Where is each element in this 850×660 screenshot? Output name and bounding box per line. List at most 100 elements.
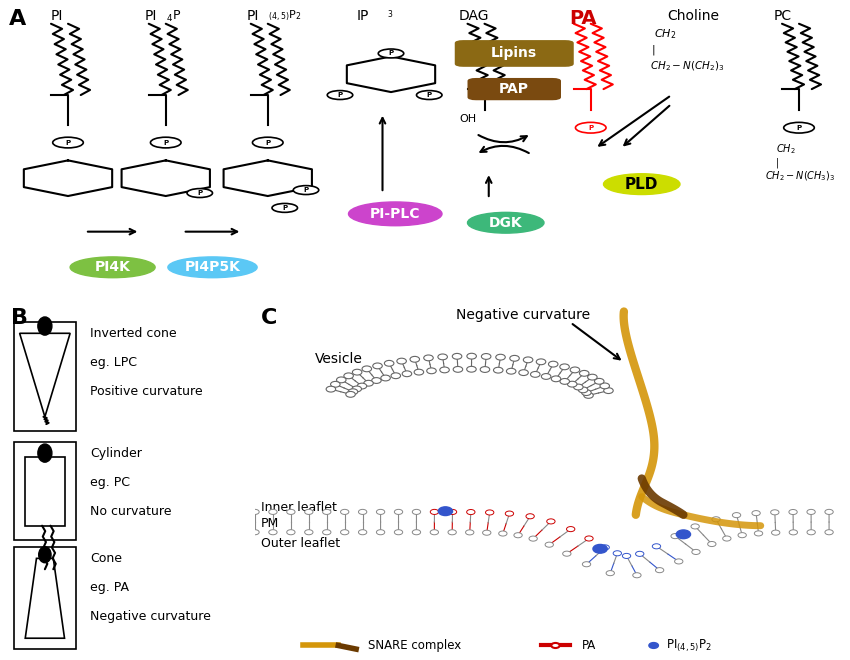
- Circle shape: [381, 375, 390, 381]
- Circle shape: [373, 363, 382, 369]
- Text: DGK: DGK: [489, 216, 523, 230]
- Text: PC: PC: [774, 9, 791, 23]
- Circle shape: [548, 361, 558, 367]
- Circle shape: [304, 510, 313, 514]
- Text: P: P: [163, 139, 168, 146]
- Circle shape: [536, 359, 546, 365]
- Circle shape: [430, 530, 439, 535]
- Circle shape: [346, 391, 355, 397]
- Circle shape: [552, 376, 561, 381]
- Ellipse shape: [167, 257, 257, 278]
- Text: Negative curvature: Negative curvature: [90, 610, 211, 623]
- Circle shape: [377, 530, 385, 535]
- Circle shape: [600, 383, 609, 389]
- Text: PA: PA: [582, 639, 597, 652]
- Text: Cone: Cone: [90, 552, 122, 565]
- Circle shape: [427, 368, 436, 374]
- Circle shape: [430, 510, 439, 514]
- Circle shape: [671, 533, 679, 539]
- Text: $CH_2 - N(CH_2)_3$: $CH_2 - N(CH_2)_3$: [650, 59, 725, 73]
- Circle shape: [352, 386, 361, 392]
- Text: |: |: [652, 44, 655, 55]
- Circle shape: [772, 530, 779, 535]
- Circle shape: [692, 549, 700, 554]
- Circle shape: [452, 353, 462, 359]
- Circle shape: [359, 510, 367, 514]
- Circle shape: [505, 511, 513, 516]
- Circle shape: [323, 510, 331, 514]
- Circle shape: [675, 559, 683, 564]
- Text: P: P: [337, 92, 343, 98]
- Text: eg. PC: eg. PC: [90, 476, 130, 488]
- Text: Vesicle: Vesicle: [314, 352, 362, 366]
- Text: Negative curvature: Negative curvature: [456, 308, 590, 322]
- Text: P: P: [388, 50, 394, 57]
- Circle shape: [613, 550, 621, 556]
- Text: P: P: [796, 125, 802, 131]
- Text: P: P: [303, 187, 309, 193]
- Circle shape: [467, 353, 476, 359]
- Circle shape: [560, 364, 570, 370]
- Text: Inverted cone: Inverted cone: [90, 327, 177, 340]
- Text: DAG: DAG: [459, 9, 490, 23]
- Text: P: P: [588, 125, 593, 131]
- Circle shape: [652, 544, 660, 549]
- Text: $CH_2$: $CH_2$: [776, 143, 796, 156]
- Circle shape: [480, 366, 490, 372]
- Text: PA: PA: [570, 9, 597, 28]
- Circle shape: [784, 122, 814, 133]
- Circle shape: [691, 524, 700, 529]
- Circle shape: [601, 545, 609, 550]
- Ellipse shape: [468, 213, 544, 233]
- Circle shape: [269, 510, 277, 514]
- Circle shape: [252, 137, 283, 148]
- Circle shape: [412, 530, 421, 535]
- Circle shape: [547, 519, 555, 524]
- Circle shape: [574, 384, 583, 390]
- Text: eg. PA: eg. PA: [90, 581, 128, 594]
- Circle shape: [327, 90, 353, 100]
- Circle shape: [293, 185, 319, 195]
- Polygon shape: [26, 558, 65, 638]
- Circle shape: [384, 360, 394, 366]
- Circle shape: [649, 643, 659, 648]
- Circle shape: [269, 530, 277, 535]
- Text: PM: PM: [261, 517, 279, 531]
- Text: $_3$: $_3$: [387, 9, 393, 21]
- Circle shape: [359, 530, 367, 535]
- Circle shape: [541, 374, 551, 379]
- Circle shape: [514, 533, 522, 538]
- Text: P: P: [427, 92, 432, 98]
- Circle shape: [453, 366, 462, 372]
- Circle shape: [416, 90, 442, 100]
- Ellipse shape: [70, 257, 155, 278]
- Text: PLD: PLD: [625, 177, 659, 191]
- Circle shape: [604, 387, 613, 393]
- Circle shape: [251, 530, 259, 535]
- Text: $_4$P: $_4$P: [166, 9, 181, 24]
- Circle shape: [377, 510, 385, 514]
- Circle shape: [582, 562, 591, 567]
- Circle shape: [752, 511, 760, 515]
- Circle shape: [594, 378, 604, 384]
- Text: $_{(4,5)}$P$_2$: $_{(4,5)}$P$_2$: [268, 9, 301, 23]
- Circle shape: [39, 546, 51, 563]
- Circle shape: [286, 510, 295, 514]
- Circle shape: [622, 553, 631, 558]
- Circle shape: [150, 137, 181, 148]
- Circle shape: [510, 355, 519, 361]
- Circle shape: [524, 357, 533, 363]
- Circle shape: [344, 373, 354, 379]
- Polygon shape: [20, 333, 70, 417]
- Circle shape: [580, 370, 589, 376]
- Circle shape: [323, 530, 331, 535]
- Circle shape: [494, 367, 503, 373]
- Circle shape: [251, 510, 259, 514]
- Text: PI4K: PI4K: [94, 260, 131, 275]
- Circle shape: [587, 374, 598, 380]
- Text: PI-PLC: PI-PLC: [370, 207, 421, 221]
- Circle shape: [807, 530, 815, 535]
- Text: Lipins: Lipins: [491, 46, 537, 61]
- Circle shape: [496, 354, 505, 360]
- Circle shape: [677, 530, 690, 539]
